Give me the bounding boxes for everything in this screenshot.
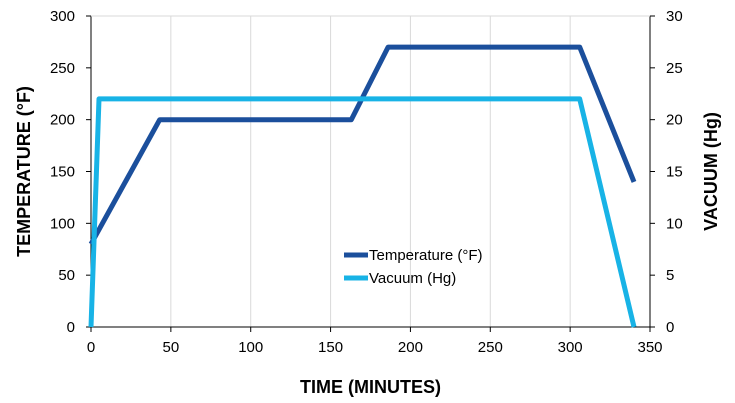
right-y-tick-label: 5	[666, 267, 674, 284]
right-y-tick-label: 25	[666, 60, 683, 77]
axis-layer: 0 50 100 150 200 250 300 3500501001502002503000…	[50, 8, 683, 356]
vacuum-series-line	[88, 96, 637, 328]
x-axis-title: TIME (MINUTES)	[300, 377, 441, 397]
left-y-tick-label: 100	[50, 215, 75, 232]
x-tick-label: 300	[558, 339, 583, 356]
x-tick-label: 150	[318, 339, 343, 356]
left-y-tick-label: 50	[58, 267, 75, 284]
right-y-axis-title: VACUUM (Hg)	[701, 112, 721, 231]
legend: Temperature (°F) Vacuum (Hg)	[344, 247, 483, 287]
left-y-tick-label: 0	[67, 319, 75, 336]
right-y-tick-label: 0	[666, 319, 674, 336]
x-tick-label: 350	[637, 339, 662, 356]
grid-layer	[170, 16, 571, 327]
left-y-tick-label: 300	[50, 8, 75, 25]
x-tick-label: 250	[478, 339, 503, 356]
x-tick-label: 200	[398, 339, 423, 356]
right-y-tick-label: 10	[666, 215, 683, 232]
left-y-tick-label: 150	[50, 164, 75, 181]
legend-label-vacuum: Vacuum (Hg)	[369, 270, 456, 287]
left-y-axis-title: TEMPERATURE (°F)	[14, 86, 34, 257]
right-y-tick-label: 15	[666, 164, 683, 181]
x-tick-label: 50	[163, 339, 180, 356]
x-tick-label: 100	[238, 339, 263, 356]
temperature-series-line	[88, 44, 637, 246]
legend-label-temperature: Temperature (°F)	[369, 247, 483, 264]
left-y-tick-label: 250	[50, 60, 75, 77]
series-layer	[88, 44, 637, 328]
left-y-tick-label: 200	[50, 112, 75, 129]
right-y-tick-label: 30	[666, 8, 683, 25]
x-tick-label: 0	[87, 339, 95, 356]
right-y-tick-label: 20	[666, 112, 683, 129]
